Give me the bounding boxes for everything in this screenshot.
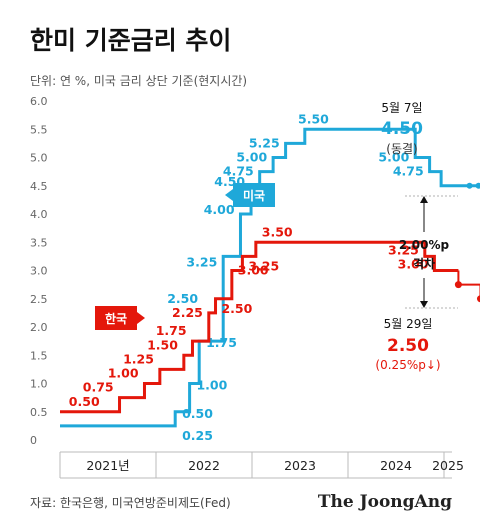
y-tick-label: 5.5 xyxy=(30,123,48,136)
y-tick-label: 3.5 xyxy=(30,236,48,249)
x-tick-label: 2022 xyxy=(188,458,220,473)
series-kr-value-label: 1.25 xyxy=(123,351,154,366)
kr-note: (0.25%p↓) xyxy=(375,358,440,372)
series-us-point xyxy=(466,182,473,189)
series-us-value-label: 2.50 xyxy=(167,291,198,306)
kr-date: 5월 29일 xyxy=(384,317,433,331)
legend-kr-tag: 한국 xyxy=(95,306,145,330)
series-kr-value-label: 3.00 xyxy=(238,263,269,278)
us-note: (동결) xyxy=(386,142,417,156)
series-kr-value-label: 1.00 xyxy=(108,366,139,381)
gap-bracket xyxy=(405,195,458,309)
chart-title: 한미 기준금리 추이 xyxy=(30,26,231,55)
x-tick-label: 2025 xyxy=(432,458,464,473)
y-tick-label: 2.5 xyxy=(30,293,48,306)
series-us-value-label: 4.75 xyxy=(393,164,424,179)
x-tick-label: 2024 xyxy=(380,458,412,473)
brand-logo: The JoongAng xyxy=(318,492,452,512)
x-tick-label: 2021년 xyxy=(86,458,129,473)
legend-kr-label: 한국 xyxy=(105,311,127,326)
series-us-value-label: 1.00 xyxy=(196,378,227,393)
series-kr-value-label: 3.25 xyxy=(248,258,279,273)
series-us-value-label: 5.25 xyxy=(249,135,280,150)
kr-value: 2.50 xyxy=(387,336,429,356)
series-kr-value-label: 0.75 xyxy=(83,380,114,395)
series-us-value-label: 5.00 xyxy=(378,150,409,165)
y-tick-label: 1.5 xyxy=(30,349,48,362)
series-us-value-label: 4.00 xyxy=(204,202,235,217)
series-us-value-label: 5.00 xyxy=(236,150,267,165)
series-kr: 0.500.751.001.251.501.752.25 2.503.003.25… xyxy=(60,224,480,414)
x-axis: 2021년 2022 2023 2024 2025 xyxy=(59,451,464,479)
series-us-line xyxy=(60,127,479,428)
gap-label: 격차 xyxy=(413,256,435,271)
series-kr-value-label: 3.00 xyxy=(398,257,429,272)
chart-subtitle: 단위: 연 %, 미국 금리 상단 기준(현지시간) xyxy=(30,74,247,88)
y-tick-label: 1.0 xyxy=(30,378,48,391)
series-kr-line xyxy=(60,240,459,414)
series-us-value-label: 5.50 xyxy=(298,111,329,126)
series-kr-line xyxy=(457,270,480,299)
series-us-value-label: 3.25 xyxy=(186,254,217,269)
source-note: 자료: 한국은행, 미국연방준비제도(Fed) xyxy=(30,495,231,510)
series-kr-value-label: 3.25 xyxy=(388,242,419,257)
y-axis: 6.0 5.5 5.0 4.5 4.0 3.5 3.0 2.5 2.0 1.5 1.0 0.5 0 xyxy=(30,95,48,447)
y-tick-label: 4.5 xyxy=(30,180,48,193)
series-kr-value-label: 2.25 xyxy=(172,305,203,320)
series-us-value-label: 0.25 xyxy=(182,428,213,443)
y-tick-label: 3.0 xyxy=(30,265,48,278)
us-date: 5월 7일 xyxy=(381,101,422,115)
series-kr-value-label: 1.75 xyxy=(156,323,187,338)
y-tick-label: 6.0 xyxy=(30,95,48,108)
us-value: 4.50 xyxy=(381,119,423,139)
series-kr-value-label: 2.50 xyxy=(221,301,252,316)
series-kr-value-label: 1.50 xyxy=(147,337,178,352)
y-tick-label: 4.0 xyxy=(30,208,48,221)
series-kr-point xyxy=(476,295,480,303)
legend-us-label: 미국 xyxy=(243,188,265,203)
y-tick-label: 2.0 xyxy=(30,321,48,334)
gap-value: 2.00%p xyxy=(399,238,450,252)
y-tick-label: 5.0 xyxy=(30,152,48,165)
series-us-value-label: 1.75 xyxy=(206,335,237,350)
series-kr-value-label: 0.50 xyxy=(69,394,100,409)
series-us-point xyxy=(475,182,480,189)
series-kr-point xyxy=(454,281,462,289)
legend-us-tag: 미국 xyxy=(225,183,275,207)
y-tick-label: 0.5 xyxy=(30,406,48,419)
x-tick-label: 2023 xyxy=(284,458,316,473)
series-kr-value-label: 3.50 xyxy=(262,224,293,239)
y-tick-label: 0 xyxy=(30,434,37,447)
series-us-value-label: 4.75 xyxy=(223,164,254,179)
series-us: 0.250.501.001.752.503.254.004.504.755.00… xyxy=(60,111,480,443)
series-us-value-label: 0.50 xyxy=(182,406,213,421)
